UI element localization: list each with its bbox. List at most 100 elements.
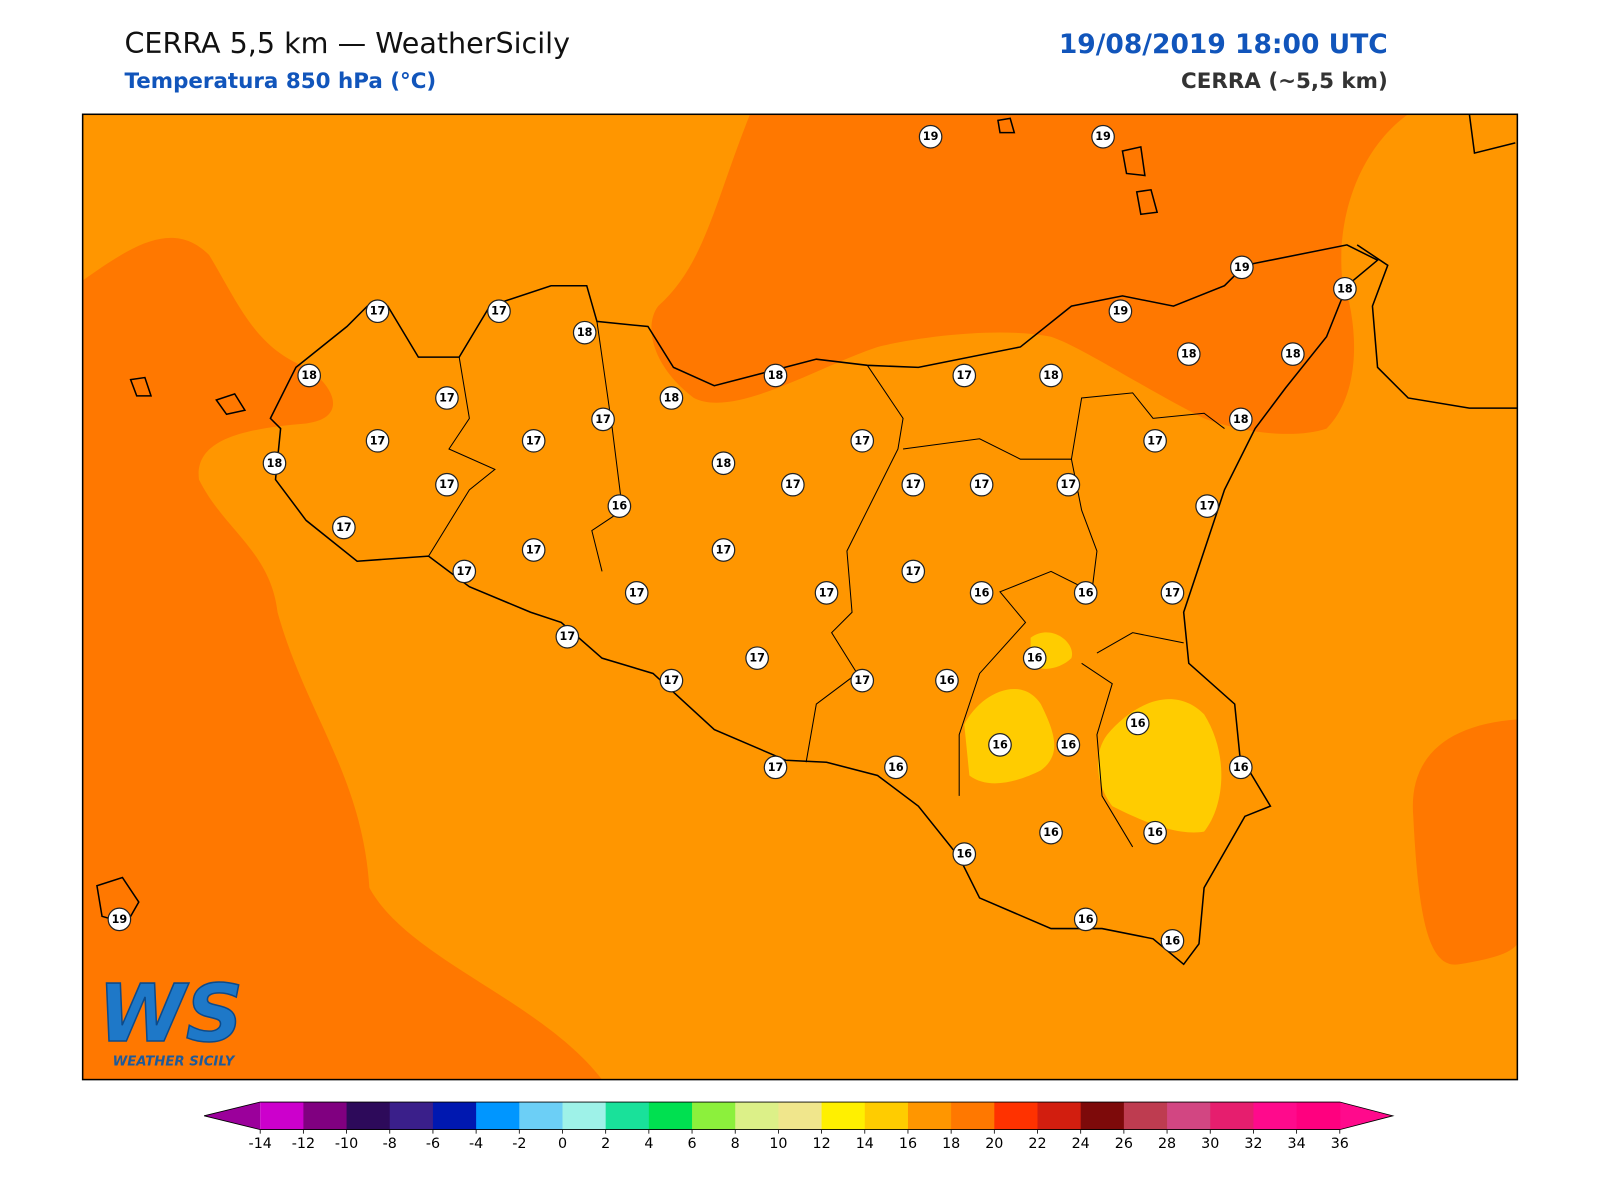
colorbar-tick-label: -14 (249, 1136, 272, 1152)
station-marker (1108, 299, 1133, 324)
station-marker (487, 299, 511, 324)
colorbar-segment (605, 1102, 650, 1130)
station-marker (332, 515, 356, 540)
station-value: 17 (1199, 500, 1215, 513)
station-value: 17 (526, 544, 542, 557)
station-marker (781, 472, 805, 497)
station-marker (1195, 494, 1219, 518)
station-value: 18 (1181, 348, 1197, 361)
station-marker (952, 842, 977, 866)
station-marker (1125, 711, 1150, 736)
station-marker (711, 451, 736, 476)
station-value: 17 (456, 565, 472, 578)
station-marker (435, 472, 459, 497)
station-value: 19 (1234, 261, 1250, 274)
colorbar-segment (1210, 1102, 1254, 1130)
colorbar-tick-label: 18 (942, 1136, 960, 1152)
station-value: 17 (664, 674, 680, 687)
colorbar-tick-label: 24 (1072, 1136, 1090, 1152)
station-value: 17 (560, 630, 576, 643)
station-marker (659, 386, 684, 410)
colorbar-tick-label: 28 (1158, 1136, 1176, 1152)
logo-text: WEATHER SICILY (113, 1054, 236, 1069)
station-marker (918, 124, 943, 149)
station-marker (1160, 928, 1185, 953)
station-marker (1228, 407, 1253, 432)
colorbar-tick-label: 26 (1115, 1136, 1133, 1152)
colorbar-tick-label: -12 (292, 1136, 315, 1152)
station-marker (1039, 363, 1063, 388)
stations: 19 19 17 17 18 19 18 19 18 17 18 18 17 18 18 18 18 17 17 17… (107, 124, 1357, 953)
colorbar-segment (303, 1102, 348, 1130)
station-value: 17 (629, 586, 645, 599)
station-value: 16 (939, 674, 955, 687)
field-yellow (964, 632, 1222, 833)
station-value: 18 (267, 457, 283, 470)
colorbar-segment (1037, 1102, 1082, 1130)
station-value: 19 (923, 130, 939, 143)
station-marker (1228, 755, 1253, 780)
station-marker (1143, 428, 1167, 453)
station-marker (1056, 472, 1081, 497)
model-label: CERRA (~5,5 km) (1181, 69, 1388, 94)
station-value: 16 (1078, 586, 1094, 599)
colorbar-tick-label: 10 (769, 1136, 787, 1152)
colorbar-segment (562, 1102, 607, 1130)
colorbar-tick-label: 2 (601, 1136, 610, 1152)
station-value: 16 (612, 500, 628, 513)
islands (96, 117, 1159, 925)
station-value: 16 (1043, 826, 1059, 839)
station-marker (572, 320, 597, 345)
colorbar-tick-label: -2 (512, 1136, 526, 1152)
colorbar-segment (951, 1102, 995, 1130)
station-marker (1143, 820, 1167, 845)
station-marker (607, 494, 632, 518)
station-value: 17 (854, 674, 870, 687)
colorbar-segment (1167, 1102, 1211, 1130)
station-value: 17 (1061, 478, 1077, 491)
colorbar-segment (648, 1102, 693, 1130)
station-marker (988, 733, 1012, 757)
station-marker (591, 407, 615, 432)
station-marker (365, 299, 390, 324)
colorbar-segment (1080, 1102, 1125, 1130)
station-marker (1333, 276, 1357, 301)
station-value: 17 (439, 478, 455, 491)
station-value: 16 (974, 586, 990, 599)
station-value: 17 (526, 434, 542, 447)
colorbar-tick-label: 22 (1028, 1136, 1046, 1152)
station-marker (711, 538, 736, 562)
colorbar-segment (735, 1102, 779, 1130)
station-marker (850, 668, 875, 693)
station-marker (521, 538, 546, 562)
colorbar-segment (778, 1102, 823, 1130)
subtitle: Temperatura 850 hPa (°C) (124, 69, 436, 94)
station-value: 17 (768, 761, 784, 774)
colorbar-segment (1123, 1102, 1168, 1130)
colorbar-segment (260, 1102, 304, 1130)
station-marker (1073, 581, 1098, 605)
datetime: 19/08/2019 18:00 UTC (1059, 29, 1388, 60)
colorbar-segment (821, 1102, 866, 1130)
station-value: 17 (1165, 586, 1181, 599)
station-marker (1176, 342, 1201, 366)
logo-mark: WS (98, 967, 243, 1060)
station-value: 16 (1061, 738, 1077, 751)
colorbar-segment (907, 1102, 952, 1130)
colorbar-tick-label: -6 (426, 1136, 440, 1152)
station-value: 18 (768, 369, 784, 382)
station-value: 17 (785, 478, 801, 491)
title: CERRA 5,5 km — WeatherSicily (124, 26, 570, 60)
station-value: 16 (1078, 913, 1094, 926)
colorbar-tick-label: 30 (1201, 1136, 1219, 1152)
station-marker (521, 428, 546, 453)
station-marker (1022, 646, 1047, 670)
station-value: 17 (491, 305, 507, 318)
station-marker (952, 363, 977, 388)
colorbar-segment (389, 1102, 434, 1130)
station-marker (935, 668, 959, 693)
station-value: 17 (336, 521, 352, 534)
station-value: 17 (370, 305, 386, 318)
colorbar-tick-label: 36 (1331, 1136, 1349, 1152)
